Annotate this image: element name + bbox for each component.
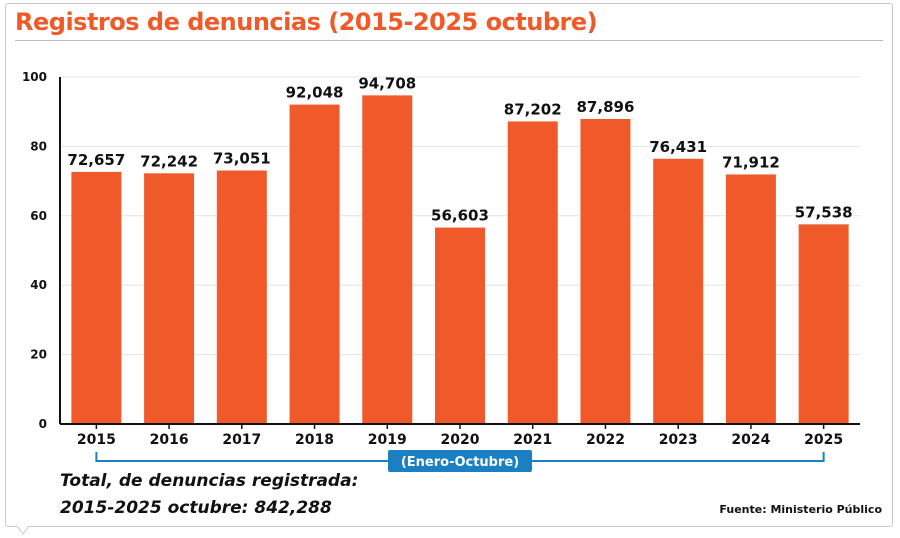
bar-value-label: 87,202 [504, 100, 562, 118]
x-tick-label: 2015 [77, 432, 116, 448]
bar [289, 104, 340, 424]
bar-value-label: 56,603 [431, 207, 489, 225]
bar [362, 95, 413, 424]
range-label-badge [388, 450, 532, 472]
bar [725, 174, 776, 424]
callout-pointer-icon [17, 526, 29, 535]
range-bracket: (Enero-Octubre) [95, 450, 825, 472]
y-tick-label: 0 [39, 417, 47, 431]
bar-value-label: 72,242 [140, 152, 198, 170]
x-tick-label: 2017 [222, 432, 261, 448]
axes: 0 20 40 60 80 100 2015 2016 2017 2018 2019 2020 2021… [22, 70, 860, 448]
bar-value-label: 73,051 [213, 150, 271, 168]
y-tick-label: 80 [30, 139, 47, 153]
bars [71, 95, 849, 424]
x-tick-label: 2020 [441, 432, 480, 448]
bar [580, 119, 631, 424]
bar [144, 173, 195, 424]
bar-value-label: 92,048 [286, 84, 344, 102]
x-tick-label: 2016 [150, 432, 189, 448]
x-tick-label: 2022 [586, 432, 625, 448]
bar-value-label: 71,912 [722, 153, 780, 171]
x-tick-label: 2019 [368, 432, 407, 448]
y-tick-label: 20 [30, 348, 47, 362]
x-tick-label: 2021 [513, 432, 552, 448]
bar [507, 121, 558, 424]
source-credit: Fuente: Ministerio Público [719, 503, 882, 516]
bar-value-label: 87,896 [577, 98, 635, 116]
bar-value-label: 72,657 [67, 151, 125, 169]
chart-frame [5, 3, 893, 527]
bar [653, 158, 704, 424]
bar [435, 227, 485, 424]
bar-value-label: 57,538 [795, 203, 853, 221]
chart-title: Registros de denuncias (2015-2025 octubr… [15, 8, 598, 36]
total-line-2: 2015-2025 octubre: 842,288 [60, 498, 332, 518]
total-summary: Total, de denuncias registrada: 2015-202… [60, 468, 358, 522]
x-tick-label: 2018 [295, 432, 334, 448]
title-divider [15, 40, 883, 41]
range-label: (Enero-Octubre) [401, 455, 519, 470]
y-tick-label: 100 [22, 70, 47, 84]
bar [71, 171, 122, 424]
x-tick-label: 2025 [804, 432, 843, 448]
value-labels: 72,657 72,242 73,051 92,048 94,708 56,603 87,2… [67, 74, 852, 224]
y-tick-label: 60 [30, 209, 47, 223]
x-tick-label: 2024 [731, 432, 770, 448]
bar-value-label: 94,708 [358, 74, 416, 92]
x-tick-label: 2023 [659, 432, 698, 448]
y-tick-label: 40 [30, 278, 47, 292]
bar [216, 170, 267, 424]
total-line-1: Total, de denuncias registrada: [60, 471, 359, 491]
bar-value-label: 76,431 [649, 138, 707, 156]
bar [798, 224, 849, 424]
